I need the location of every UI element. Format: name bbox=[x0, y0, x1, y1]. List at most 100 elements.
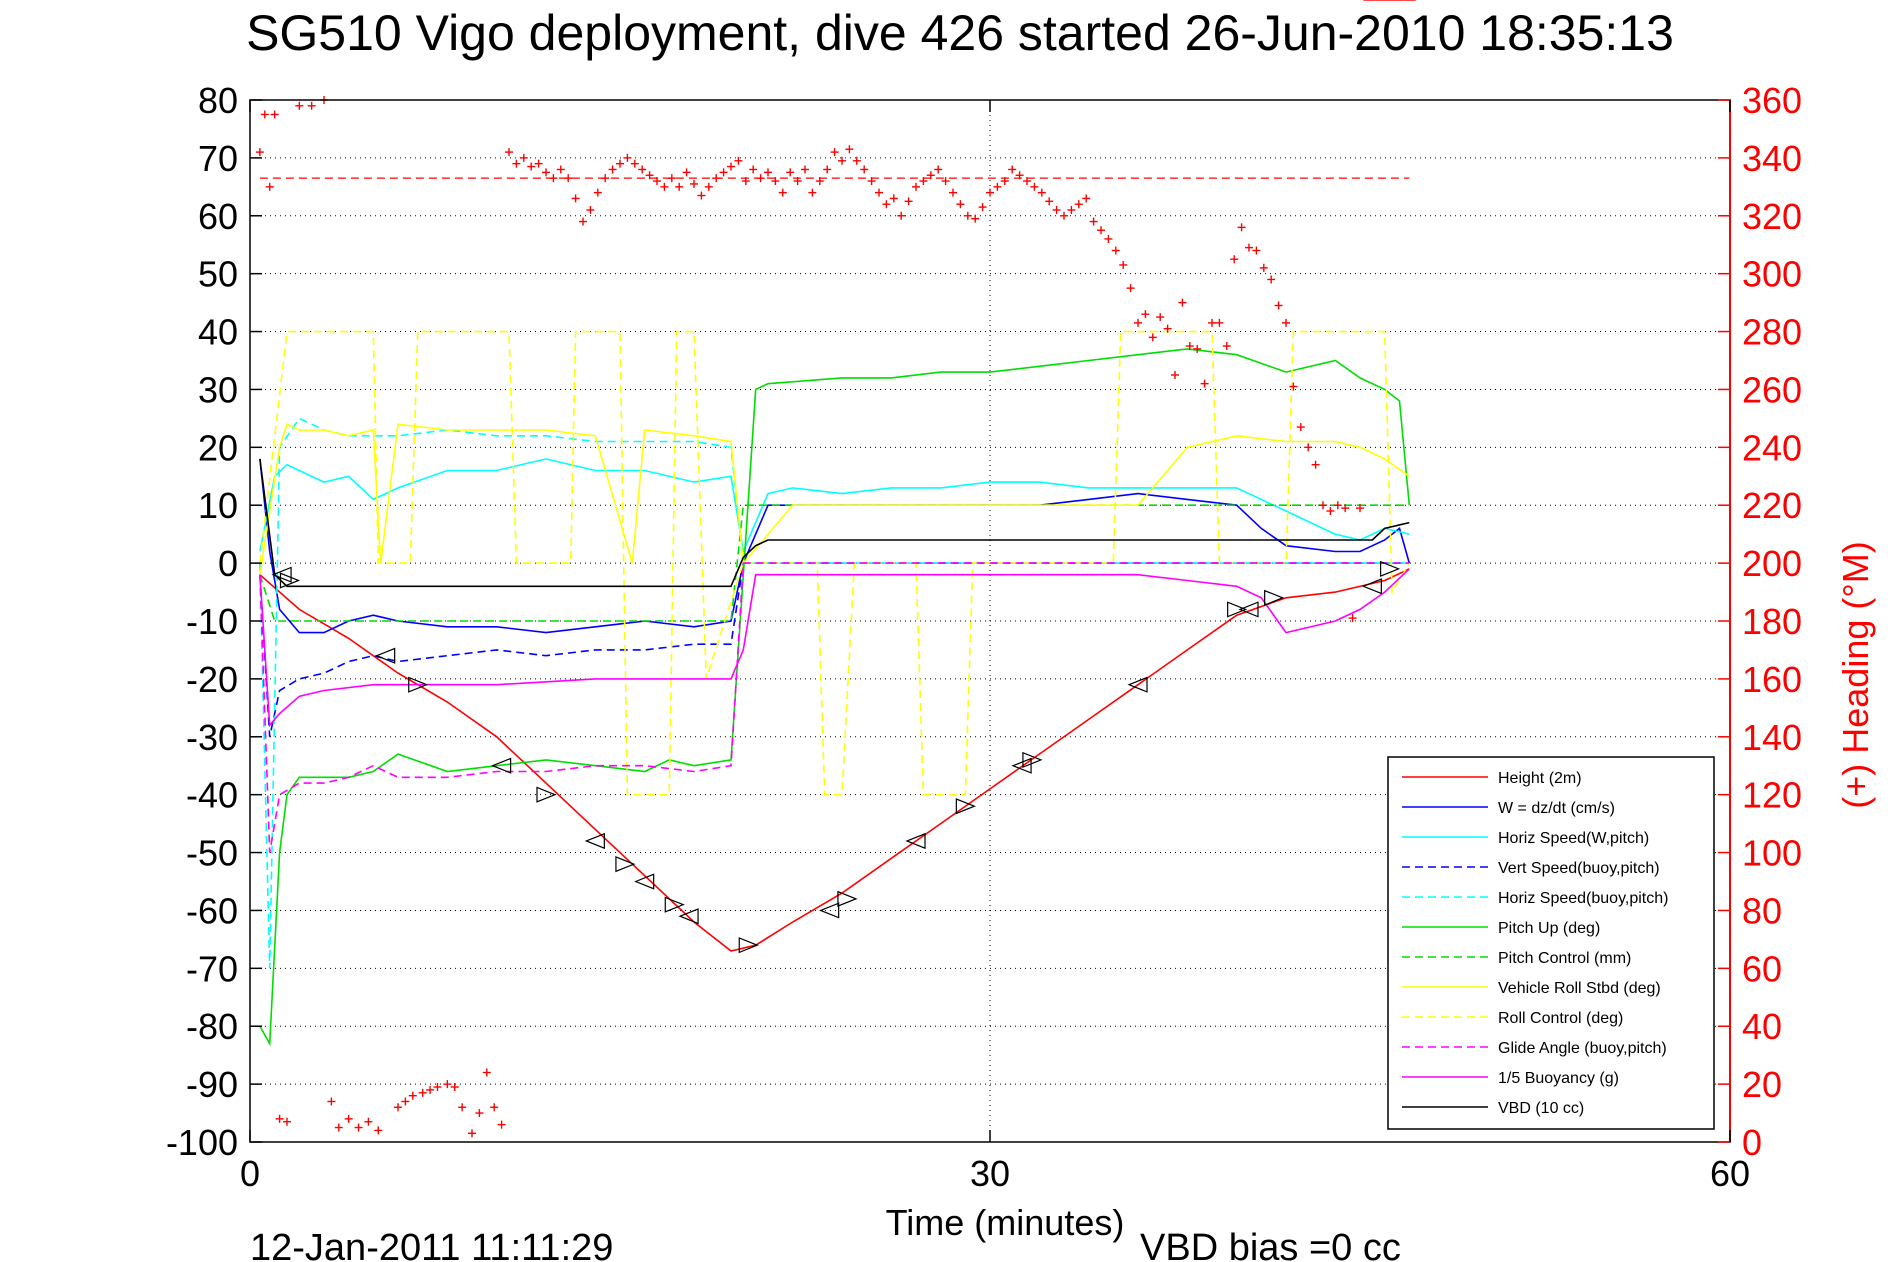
height-marker bbox=[1379, 560, 1401, 577]
heading-point bbox=[458, 1103, 467, 1112]
right-tick-label: 40 bbox=[1742, 1006, 1782, 1047]
left-tick-label: -50 bbox=[186, 833, 238, 874]
heading-point bbox=[549, 174, 558, 183]
heading-point bbox=[830, 148, 839, 157]
height-marker bbox=[738, 937, 759, 954]
heading-point bbox=[542, 168, 550, 177]
legend-label: Horiz Speed(W,pitch) bbox=[1498, 830, 1649, 847]
heading-point bbox=[852, 156, 861, 165]
heading-point bbox=[1326, 507, 1335, 516]
height-marker bbox=[1127, 676, 1148, 693]
right-tick-label: 340 bbox=[1742, 138, 1802, 179]
right-tick-label: 260 bbox=[1742, 369, 1802, 410]
heading-point bbox=[727, 162, 735, 171]
heading-point bbox=[1171, 370, 1179, 379]
left-tick-label: -40 bbox=[186, 775, 238, 816]
heading-point bbox=[1030, 182, 1039, 191]
heading-point bbox=[1052, 205, 1061, 214]
x-tick-label: 30 bbox=[970, 1153, 1010, 1194]
heading-point bbox=[443, 1080, 452, 1089]
heading-point bbox=[401, 1097, 410, 1106]
heading-point bbox=[801, 165, 809, 174]
heading-point bbox=[749, 165, 758, 174]
heading-point bbox=[490, 1103, 499, 1112]
heading-point bbox=[564, 174, 573, 183]
right-tick-label: 220 bbox=[1742, 485, 1802, 526]
heading-point bbox=[1341, 504, 1350, 513]
chart-title: SG510 Vigo deployment, dive 426 started … bbox=[246, 5, 1674, 61]
heading-point bbox=[623, 153, 632, 162]
heading-point bbox=[941, 177, 950, 186]
height-marker bbox=[1022, 751, 1043, 769]
heading-point bbox=[786, 168, 795, 177]
height-marker bbox=[615, 856, 636, 873]
heading-point bbox=[327, 1097, 336, 1106]
heading-point bbox=[1015, 171, 1024, 180]
footer-vbd-bias: VBD bias =0 cc bbox=[1140, 1227, 1401, 1262]
heading-point bbox=[1193, 344, 1202, 353]
height-marker bbox=[905, 832, 926, 850]
legend: Height (2m) W = dz/dt (cm/s) Horiz Speed(W… bbox=[1387, 756, 1715, 1130]
legend-label: Height (2m) bbox=[1498, 770, 1582, 787]
height-marker bbox=[536, 786, 557, 803]
heading-point bbox=[808, 188, 817, 197]
height-marker bbox=[1227, 601, 1248, 618]
left-tick-label: -30 bbox=[186, 717, 238, 758]
heading-point bbox=[608, 165, 617, 174]
series-layer bbox=[259, 330, 1411, 1047]
heading-point bbox=[255, 148, 264, 157]
heading-point bbox=[426, 1085, 435, 1094]
heading-point bbox=[860, 165, 869, 174]
series-glide bbox=[259, 562, 1410, 853]
heading-point bbox=[630, 159, 639, 168]
heading-point bbox=[756, 174, 765, 183]
heading-point bbox=[534, 159, 543, 168]
heading-point bbox=[1097, 226, 1105, 235]
heading-point bbox=[793, 177, 802, 186]
right-tick-label: 80 bbox=[1742, 890, 1782, 931]
heading-point bbox=[882, 200, 891, 209]
left-tick-label: 50 bbox=[198, 254, 238, 295]
heading-point bbox=[1141, 310, 1150, 319]
left-tick-label: 30 bbox=[198, 369, 238, 410]
heading-point bbox=[704, 182, 713, 191]
series-w bbox=[259, 458, 1411, 634]
heading-point bbox=[919, 177, 928, 186]
heading-point bbox=[512, 159, 521, 168]
heading-point bbox=[334, 1123, 343, 1132]
x-axis-label: Time (minutes) bbox=[886, 1202, 1125, 1243]
right-tick-label: 300 bbox=[1742, 254, 1802, 295]
left-tick-label: 70 bbox=[198, 138, 238, 179]
right-tick-label: 240 bbox=[1742, 427, 1802, 468]
series-pitch bbox=[259, 348, 1411, 1047]
left-tick-label: -80 bbox=[186, 1006, 238, 1047]
height-marker bbox=[1238, 601, 1259, 618]
heading-point bbox=[579, 217, 587, 226]
heading-point bbox=[926, 171, 935, 180]
right-tick-label: 140 bbox=[1742, 717, 1802, 758]
heading-point bbox=[845, 145, 854, 154]
heading-point bbox=[1200, 379, 1209, 388]
heading-point bbox=[867, 177, 876, 186]
heading-point bbox=[1104, 234, 1113, 243]
heading-point bbox=[697, 191, 706, 200]
height-marker bbox=[1011, 757, 1032, 774]
height-marker bbox=[1264, 589, 1285, 606]
legend-label: Roll Control (deg) bbox=[1498, 1010, 1623, 1027]
heading-point bbox=[1060, 211, 1068, 220]
heading-point bbox=[682, 168, 691, 177]
heading-point bbox=[1067, 205, 1076, 214]
heading-point bbox=[601, 174, 610, 183]
series-roll bbox=[259, 423, 1410, 575]
heading-point bbox=[468, 1129, 476, 1138]
heading-point bbox=[1163, 324, 1172, 333]
heading-point bbox=[653, 177, 661, 186]
height-marker bbox=[1361, 578, 1382, 595]
left-tick-label: 40 bbox=[198, 312, 238, 353]
heading-point bbox=[897, 211, 906, 220]
heading-point bbox=[1259, 263, 1268, 272]
heading-point bbox=[741, 177, 750, 186]
left-tick-label: 10 bbox=[198, 485, 238, 526]
heading-point bbox=[934, 165, 943, 174]
